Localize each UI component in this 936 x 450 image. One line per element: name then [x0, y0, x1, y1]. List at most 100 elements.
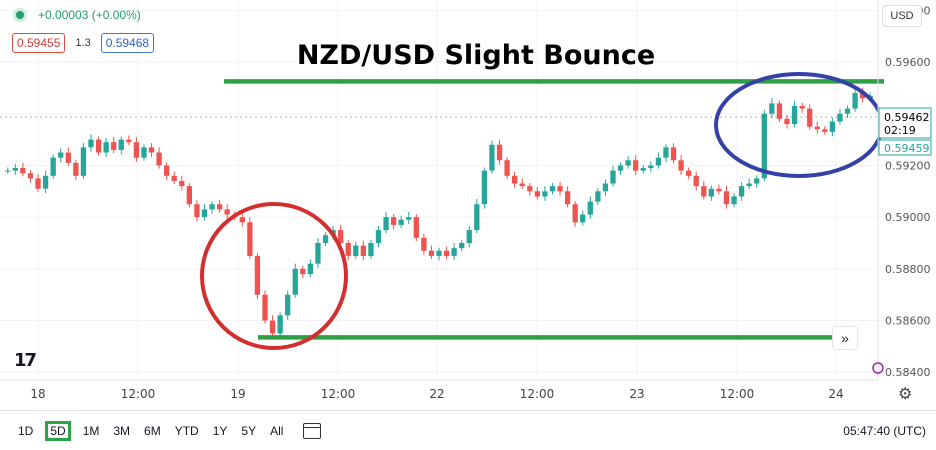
candle-body: [194, 204, 200, 218]
candle: [481, 167, 488, 209]
candle: [534, 187, 540, 200]
candle: [73, 159, 79, 181]
candle-body: [88, 139, 94, 148]
candle: [489, 140, 495, 174]
range-ytd[interactable]: YTD: [174, 423, 199, 438]
candle-body: [65, 152, 71, 163]
candle-body: [209, 204, 215, 210]
candle: [322, 232, 329, 247]
price-tick-label: 0.58400: [885, 366, 931, 379]
candle-body: [148, 147, 155, 153]
candle: [459, 239, 465, 252]
candle: [65, 147, 71, 166]
candle-body: [640, 168, 646, 171]
double-chevron-right-icon: »: [841, 330, 849, 346]
candle-body: [247, 222, 253, 256]
chart-area[interactable]: NZD/USD Slight Bounce 0.598000.596000.59…: [0, 0, 936, 410]
candle: [20, 162, 26, 177]
candle: [723, 186, 730, 209]
time-tick-label: 12:00: [520, 387, 555, 401]
candle: [799, 102, 805, 113]
event-marker-icon[interactable]: [872, 362, 884, 374]
candle-body: [633, 160, 639, 171]
top-ellipse: [714, 72, 884, 178]
price-tick-label: 0.59600: [885, 56, 931, 69]
candle-body: [466, 230, 472, 243]
candle-body: [527, 186, 533, 192]
time-axis[interactable]: 18 12:00 19 12:00 22 12:00 23 12:00 24: [30, 387, 843, 401]
range-1y[interactable]: 1Y: [212, 423, 228, 438]
candle-body: [390, 217, 397, 225]
range-1d[interactable]: 1D: [18, 423, 34, 438]
price-axis[interactable]: 0.598000.596000.594000.592000.590000.588…: [885, 4, 931, 379]
calendar-icon[interactable]: [303, 422, 322, 439]
currency-button[interactable]: USD: [882, 5, 922, 27]
candle: [398, 215, 404, 228]
bid-price-value: 0.59459: [884, 142, 930, 155]
sell-price-button[interactable]: 0.59455: [12, 33, 66, 53]
candle: [466, 225, 472, 248]
candle: [103, 138, 109, 157]
price-tick-label: 0.58600: [885, 315, 931, 328]
range-5d[interactable]: 5D: [45, 420, 71, 441]
range-3m[interactable]: 3M: [113, 423, 131, 438]
candle: [663, 144, 669, 163]
candle-body: [738, 186, 745, 197]
candle-body: [829, 121, 836, 132]
candle: [27, 170, 34, 183]
candle-body: [852, 93, 858, 109]
legend-change-row: +0.00003 (+0.00%): [12, 6, 154, 24]
candle-body: [12, 168, 18, 171]
candle-body: [95, 139, 102, 153]
candle-body: [443, 250, 450, 256]
candle: [791, 100, 798, 128]
candle: [5, 167, 11, 174]
candle-body: [73, 162, 79, 176]
scroll-to-realtime-button[interactable]: »: [832, 326, 858, 350]
buy-price-button[interactable]: 0.59468: [100, 33, 155, 53]
candle: [254, 252, 261, 300]
settings-gear-icon[interactable]: ⚙: [898, 386, 913, 403]
range-5y[interactable]: 5Y: [241, 423, 257, 438]
candle: [164, 162, 170, 181]
time-tick-label: 12:00: [121, 387, 156, 401]
candle-body: [678, 160, 684, 171]
candle-body: [504, 160, 510, 176]
candle: [42, 170, 49, 194]
candle-body: [459, 242, 465, 249]
utc-clock[interactable]: 05:47:40 (UTC): [843, 423, 926, 438]
candle: [224, 204, 230, 219]
bottom-circle: [200, 202, 348, 350]
candle-body: [837, 113, 843, 122]
candle: [731, 193, 737, 208]
candle: [436, 247, 442, 261]
range-all[interactable]: All: [270, 423, 284, 438]
candle: [186, 183, 192, 208]
candle-body: [572, 204, 578, 223]
range-1m[interactable]: 1M: [82, 423, 100, 438]
candle: [133, 137, 140, 163]
candle-body: [807, 108, 813, 127]
candle-body: [300, 268, 306, 275]
candle: [360, 240, 366, 261]
candle: [640, 164, 646, 174]
candle-body: [549, 186, 556, 192]
candle-body: [171, 175, 177, 181]
tradingview-logo-icon[interactable]: 17: [14, 350, 37, 371]
candle: [95, 136, 102, 156]
candle-body: [844, 108, 851, 114]
countdown-value: 02:19: [884, 124, 916, 137]
candle-body: [701, 186, 707, 197]
candle-body: [383, 217, 389, 231]
range-6m[interactable]: 6M: [144, 423, 161, 438]
candle: [708, 185, 714, 201]
candle-body: [27, 173, 34, 179]
candle-body: [428, 250, 435, 256]
bottom-toolbar: 1D 5D 1M 3M 6M YTD 1Y 5Y All 05:47:40 (U…: [0, 410, 936, 450]
candle: [693, 171, 699, 191]
candle-body: [814, 126, 820, 130]
candle: [345, 239, 351, 261]
candle: [776, 100, 783, 123]
candle-body: [277, 315, 283, 334]
candle-body: [216, 204, 223, 210]
